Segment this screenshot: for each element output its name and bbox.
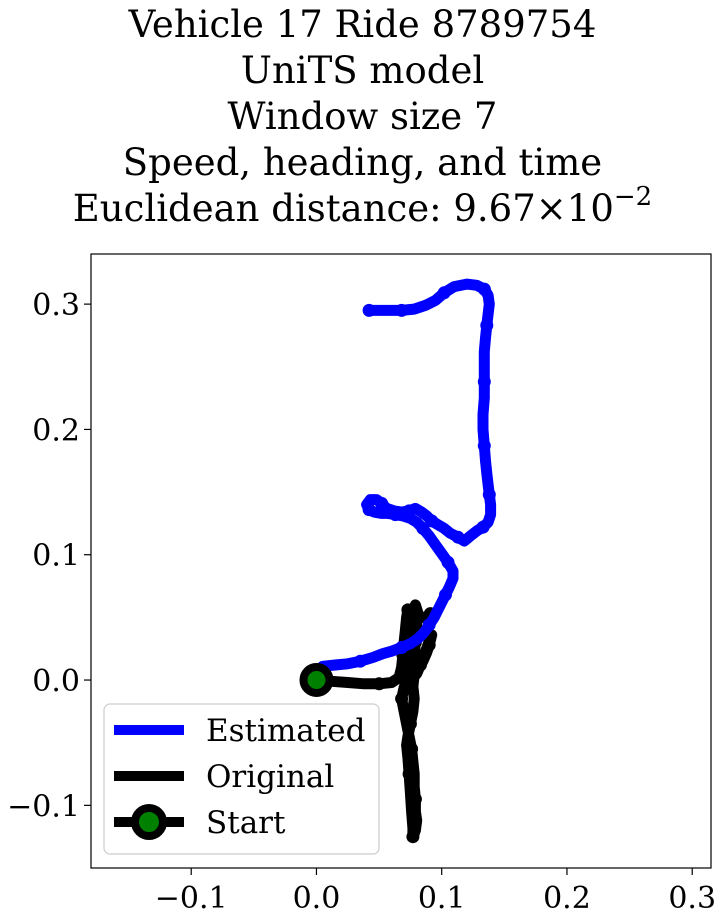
series-estimated-point (477, 439, 491, 453)
series-estimated-point (441, 555, 455, 569)
title-line-2: UniTS model (240, 49, 485, 92)
series-original-point (403, 717, 417, 731)
x-tick-label: −0.1 (155, 881, 228, 916)
series-original-point (401, 603, 415, 617)
title-metric-mantissa: 9.67 (453, 187, 536, 230)
series-estimated-point (362, 303, 376, 317)
y-axis: 0.3 0.2 0.1 0.0 −0.1 (7, 288, 91, 824)
series-estimated-point (437, 286, 451, 300)
y-tick-label: 0.2 (32, 413, 80, 448)
x-tick-label: 0.1 (418, 881, 466, 916)
title-line-4: Speed, heading, and time (122, 141, 603, 184)
series-estimated-point (451, 530, 465, 544)
start-marker (299, 663, 334, 697)
title-metric-base: 10 (566, 187, 614, 230)
series-estimated-point (482, 488, 496, 502)
series-estimated-point (476, 520, 490, 534)
y-tick-label: 0.1 (32, 539, 80, 574)
series-original-point (402, 767, 416, 781)
legend: Estimated Original Start (103, 703, 380, 855)
legend-start-label: Start (206, 805, 286, 841)
x-tick-label: 0.2 (543, 881, 591, 916)
series-estimated-point (395, 303, 409, 317)
chart-title: Vehicle 17 Ride 8789754 UniTS model Wind… (0, 2, 725, 232)
series-estimated-point (375, 496, 389, 510)
series-estimated-point (480, 318, 494, 332)
series-estimated-point (422, 618, 436, 632)
series-original-point (406, 648, 420, 662)
y-tick-label: 0.0 (32, 664, 80, 699)
title-metric-times: × (535, 187, 567, 230)
legend-start-marker (131, 804, 167, 840)
series-estimated-point (395, 641, 409, 654)
title-line-3: Window size 7 (227, 95, 498, 138)
series-estimated-point (439, 588, 452, 602)
series-original-point (405, 742, 419, 756)
title-metric-label: Euclidean distance: (72, 187, 454, 230)
x-tick-label: 0.0 (293, 881, 341, 916)
title-line-1: Vehicle 17 Ride 8789754 (128, 3, 597, 46)
series-original-point (412, 610, 426, 624)
series-estimated-point (416, 521, 430, 535)
series-original-point (422, 638, 436, 652)
x-axis: −0.1 0.0 0.1 0.2 0.3 (155, 868, 716, 916)
series-estimated-point (477, 375, 491, 389)
series-original-point (406, 830, 420, 844)
axes-frame (90, 253, 712, 869)
y-tick-label: 0.3 (32, 288, 80, 323)
series-original-point (407, 668, 421, 682)
title-metric-exponent: −2 (613, 182, 653, 212)
series-original-point (395, 692, 409, 706)
series-original-point (413, 658, 427, 672)
series-estimated-point (402, 504, 416, 518)
legend-original-label: Original (206, 759, 334, 795)
series-estimated-point (477, 282, 491, 296)
series-original-point (372, 677, 386, 691)
series-layer (299, 278, 497, 844)
series-original-point (408, 792, 422, 806)
series-estimated-point (425, 514, 439, 528)
series-estimated-point (353, 654, 367, 668)
legend-frame (103, 703, 380, 855)
series-estimated-point (362, 503, 376, 517)
legend-estimated-label: Estimated (206, 713, 365, 749)
x-tick-label: 0.3 (668, 881, 716, 916)
title-line-5: Euclidean distance: 9.67×10−2 (0, 184, 725, 232)
y-tick-label: −0.1 (7, 789, 80, 824)
series-estimated-line (311, 278, 497, 686)
series-estimated-point (388, 508, 402, 522)
